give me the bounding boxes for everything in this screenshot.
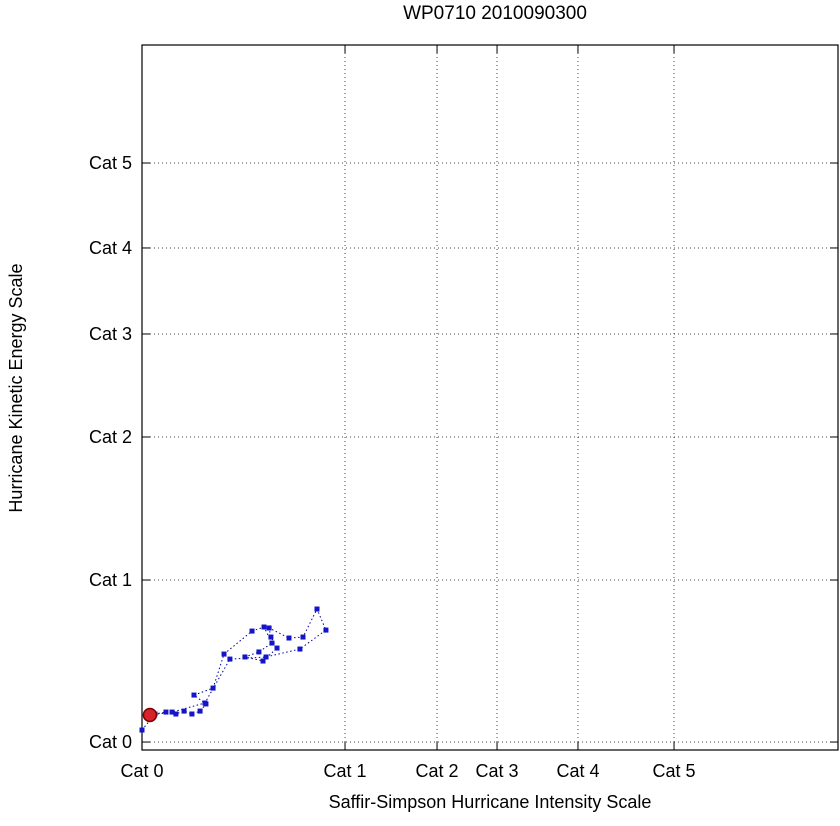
y-tick-label: Cat 5 xyxy=(89,153,132,173)
track-point-marker xyxy=(181,708,187,714)
track-point-marker xyxy=(263,654,269,660)
track-point-marker xyxy=(221,651,227,657)
tick-label-layer: Cat 0 Cat 1 Cat 2 Cat 3 Cat 4 Cat 5 Cat 0 Cat 1… xyxy=(89,153,696,781)
x-tick-label: Cat 1 xyxy=(324,761,367,781)
y-axis-label: Hurricane Kinetic Energy Scale xyxy=(6,263,26,512)
storm-track-layer xyxy=(139,606,329,733)
track-point-marker xyxy=(210,685,216,691)
x-axis-label: Saffir-Simpson Hurricane Intensity Scale xyxy=(329,792,652,812)
current-position-dot xyxy=(142,707,158,723)
track-point-marker xyxy=(242,654,248,660)
x-tick-label: Cat 5 xyxy=(653,761,696,781)
track-point-marker xyxy=(227,656,233,662)
track-point-marker xyxy=(139,727,145,733)
track-point-marker xyxy=(249,628,255,634)
x-tick-label: Cat 0 xyxy=(120,761,163,781)
tick-layer xyxy=(141,45,838,750)
track-point-marker xyxy=(297,646,303,652)
grid-layer xyxy=(141,45,838,750)
track-point-marker xyxy=(314,606,320,612)
track-point-marker xyxy=(197,708,203,714)
track-point-marker xyxy=(260,658,266,664)
track-point-marker xyxy=(261,624,267,630)
track-point-marker xyxy=(256,649,262,655)
track-point-marker xyxy=(274,645,280,651)
chart-title: WP0710 2010090300 xyxy=(403,3,587,24)
track-point-marker xyxy=(266,625,272,631)
track-point-marker xyxy=(191,692,197,698)
x-tick-label: Cat 3 xyxy=(476,761,519,781)
track-point-marker xyxy=(269,640,275,646)
track-point-marker xyxy=(286,635,292,641)
y-tick-label: Cat 0 xyxy=(89,732,132,752)
track-point-marker xyxy=(268,634,274,640)
plot-border xyxy=(141,44,839,751)
track-point-marker xyxy=(323,627,329,633)
y-tick-label: Cat 3 xyxy=(89,324,132,344)
track-point-marker xyxy=(189,711,195,717)
track-point-marker xyxy=(300,634,306,640)
track-point-marker xyxy=(169,709,175,715)
track-point-marker xyxy=(163,709,169,715)
y-tick-label: Cat 4 xyxy=(89,238,132,258)
track-point-marker xyxy=(173,711,179,717)
y-tick-label: Cat 1 xyxy=(89,570,132,590)
y-tick-label: Cat 2 xyxy=(89,427,132,447)
track-point-marker xyxy=(202,700,208,706)
x-tick-label: Cat 4 xyxy=(556,761,599,781)
x-tick-label: Cat 2 xyxy=(416,761,459,781)
